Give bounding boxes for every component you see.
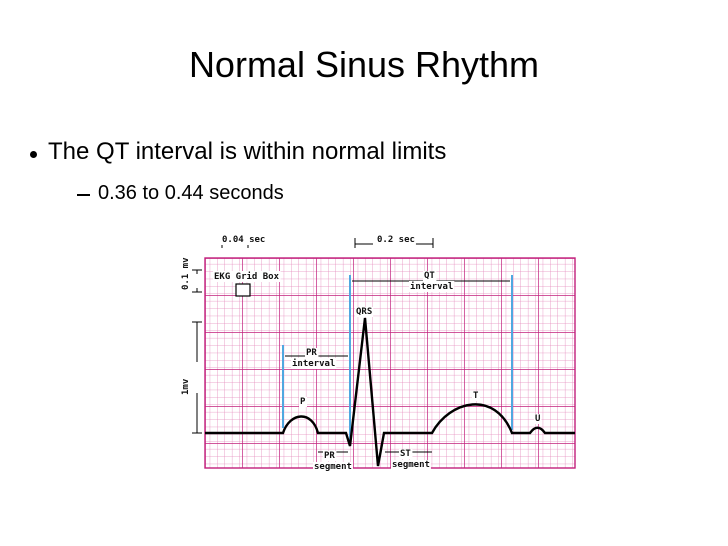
ekg-waveform <box>205 317 575 467</box>
label: ST <box>400 449 411 459</box>
label: interval <box>292 358 335 369</box>
voltage-large-bracket <box>192 321 202 434</box>
bullet-dash <box>77 194 90 196</box>
interval-lines <box>282 275 513 445</box>
label-bg <box>221 235 267 245</box>
large-box-bracket <box>354 238 434 248</box>
label-bg <box>313 462 353 472</box>
label: U <box>535 414 540 424</box>
label-bg <box>376 235 416 245</box>
label-bg <box>472 391 480 401</box>
label-bg <box>423 271 437 281</box>
bullet-dot <box>30 151 37 158</box>
ekg-grid <box>204 257 576 469</box>
slide-title: Normal Sinus Rhythm <box>188 44 540 85</box>
label: segment <box>392 460 430 470</box>
label: QRS <box>356 307 372 317</box>
label: PR <box>324 451 335 461</box>
label-bg <box>534 414 542 424</box>
voltage-small-bracket <box>192 269 202 293</box>
label: segment <box>314 462 352 472</box>
bullet-text: The QT interval is within normal limits <box>48 138 447 165</box>
label-bg <box>409 281 455 292</box>
grid-box-sample <box>235 283 251 297</box>
label-bg <box>323 451 337 461</box>
labels: 0.04 sec 0.2 sec 0.1 mv 1mv EKG Grid Box… <box>181 235 542 472</box>
label: 0.1 mv <box>181 257 191 290</box>
label-bg <box>355 307 374 317</box>
label-bg <box>291 358 337 369</box>
label: EKG Grid Box <box>214 271 280 282</box>
label: 0.04 sec <box>222 235 265 245</box>
label: PR <box>306 348 317 358</box>
label: QT <box>424 271 435 281</box>
sub-bullet: 0.36 to 0.44 seconds <box>77 182 284 205</box>
label-bg <box>213 271 281 282</box>
label: 1mv <box>181 378 191 395</box>
label: P <box>300 397 306 407</box>
label: T <box>473 391 479 401</box>
sub-bullet-text: 0.36 to 0.44 seconds <box>98 182 284 204</box>
label-bg <box>305 348 319 358</box>
label-bg <box>299 397 307 407</box>
label: 0.2 sec <box>377 235 415 245</box>
label: interval <box>410 281 453 292</box>
label-bg <box>391 460 431 470</box>
label-bg <box>399 449 413 459</box>
bullet: The QT interval is within normal limits <box>30 138 447 166</box>
